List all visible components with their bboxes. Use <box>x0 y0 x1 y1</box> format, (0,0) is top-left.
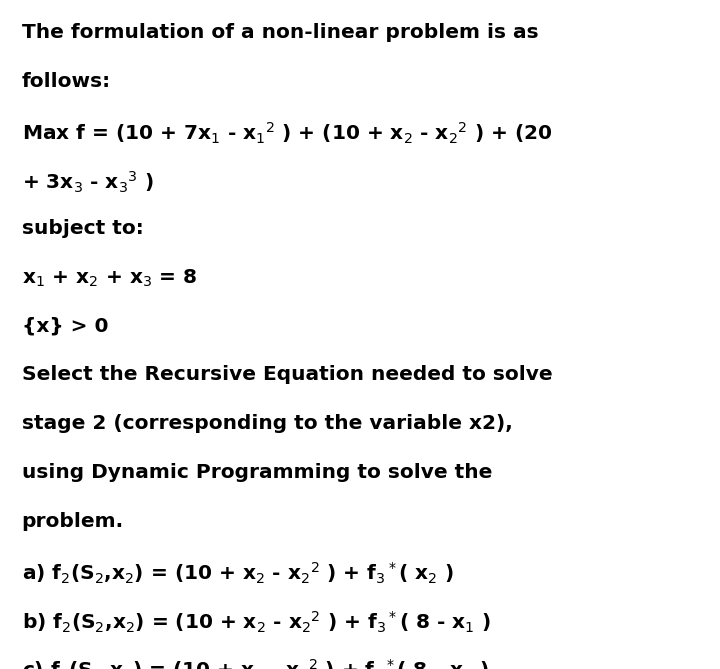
Text: using Dynamic Programming to solve the: using Dynamic Programming to solve the <box>22 463 492 482</box>
Text: b) f$_2$(S$_2$,x$_2$) = (10 + x$_2$ - x$_2$$^2$ ) + f$_3$$^*$( 8 - x$_1$ ): b) f$_2$(S$_2$,x$_2$) = (10 + x$_2$ - x$… <box>22 609 490 635</box>
Text: Max f = (10 + 7x$_1$ - x$_1$$^2$ ) + (10 + x$_2$ - x$_2$$^2$ ) + (20: Max f = (10 + 7x$_1$ - x$_1$$^2$ ) + (10… <box>22 121 552 147</box>
Text: x$_1$ + x$_2$ + x$_3$ = 8: x$_1$ + x$_2$ + x$_3$ = 8 <box>22 268 197 289</box>
Text: problem.: problem. <box>22 512 124 531</box>
Text: stage 2 (corresponding to the variable x2),: stage 2 (corresponding to the variable x… <box>22 414 513 433</box>
Text: The formulation of a non-linear problem is as: The formulation of a non-linear problem … <box>22 23 539 42</box>
Text: + 3x$_3$ - x$_3$$^3$ ): + 3x$_3$ - x$_3$$^3$ ) <box>22 170 153 195</box>
Text: a) f$_2$(S$_2$,x$_2$) = (10 + x$_2$ - x$_2$$^2$ ) + f$_3$$^*$( x$_2$ ): a) f$_2$(S$_2$,x$_2$) = (10 + x$_2$ - x$… <box>22 561 454 586</box>
Text: subject to:: subject to: <box>22 219 143 237</box>
Text: {x} > 0: {x} > 0 <box>22 316 108 335</box>
Text: c) f$_2$(S$_2$,x$_2$) = (10 + x$_2$ - x$_2$$^2$ ) + f$_3$$^*$( 8 - x$_2$ ): c) f$_2$(S$_2$,x$_2$) = (10 + x$_2$ - x$… <box>22 658 488 669</box>
Text: follows:: follows: <box>22 72 111 91</box>
Text: Select the Recursive Equation needed to solve: Select the Recursive Equation needed to … <box>22 365 552 384</box>
